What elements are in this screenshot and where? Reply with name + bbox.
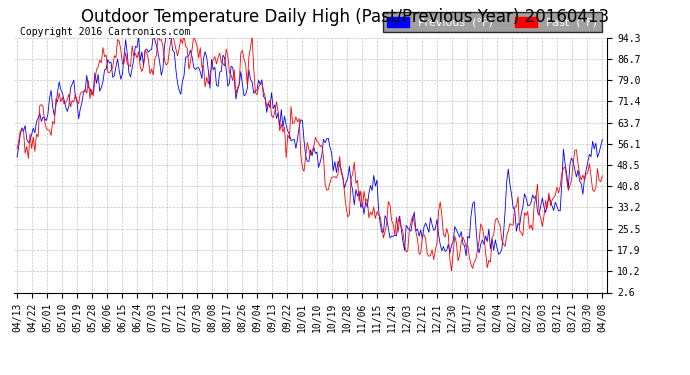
Legend: Previous  (°F), Past  (°F): Previous (°F), Past (°F) <box>383 12 602 32</box>
Text: Copyright 2016 Cartronics.com: Copyright 2016 Cartronics.com <box>20 27 190 37</box>
Text: Outdoor Temperature Daily High (Past/Previous Year) 20160413: Outdoor Temperature Daily High (Past/Pre… <box>81 8 609 26</box>
